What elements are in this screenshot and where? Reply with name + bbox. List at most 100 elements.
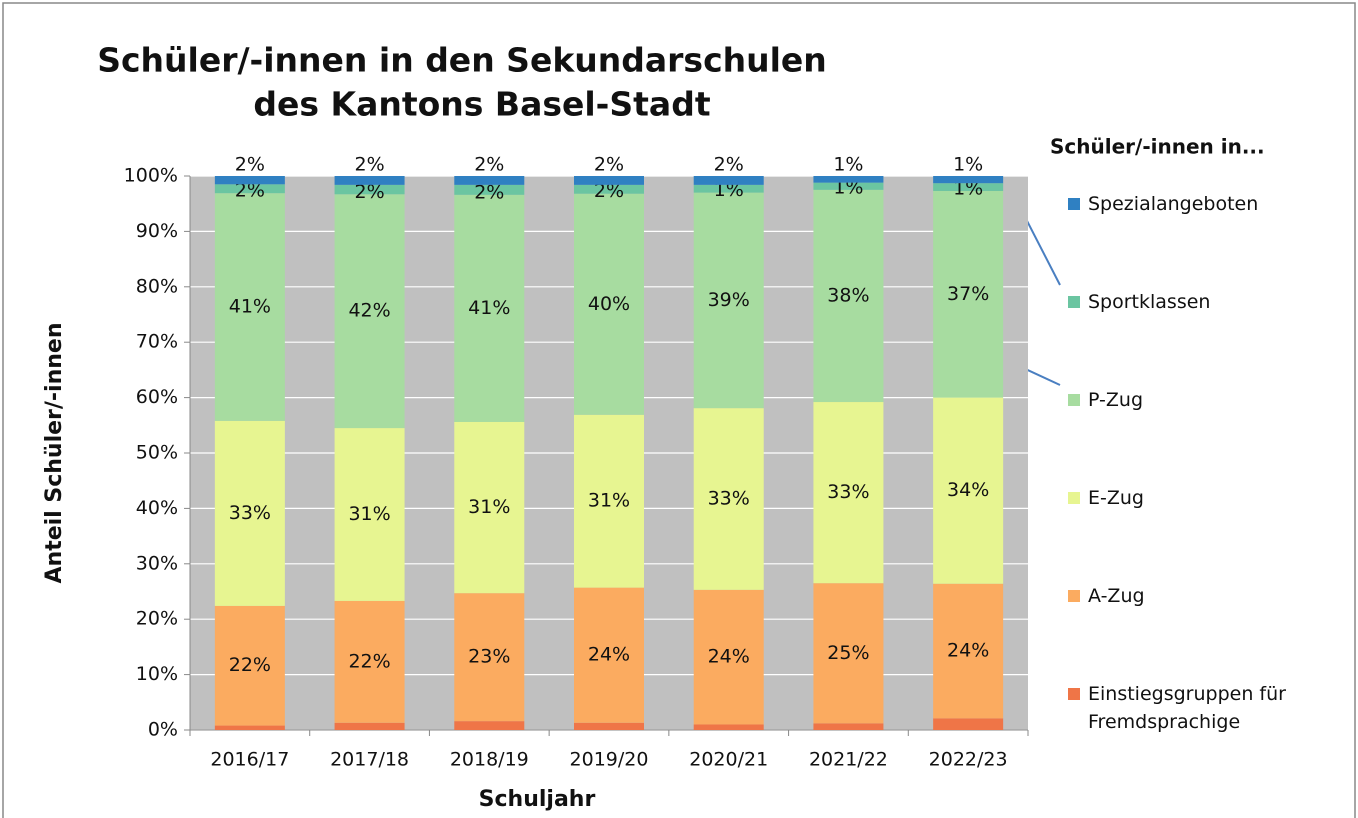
value-label: 37% — [947, 283, 989, 305]
legend-swatch — [1068, 590, 1080, 602]
x-tick-label: 2019/20 — [570, 749, 649, 771]
value-label: 39% — [708, 289, 750, 311]
bar-segment — [574, 587, 644, 723]
bar-segment — [693, 184, 764, 193]
y-tick-label: 30% — [136, 552, 178, 574]
x-axis-title: Schuljahr — [479, 787, 596, 812]
bar-segment — [214, 193, 285, 421]
y-axis-title: Anteil Schüler/-innen — [42, 322, 67, 583]
y-tick-label: 70% — [136, 331, 178, 353]
value-label: 34% — [947, 479, 989, 501]
value-label: 38% — [827, 284, 869, 306]
bar-segment — [334, 428, 405, 601]
legend-swatch — [1068, 688, 1080, 700]
x-tick-label: 2017/18 — [330, 749, 409, 771]
bar-segment — [693, 724, 764, 730]
value-label: 41% — [229, 296, 271, 318]
value-label: 2% — [354, 154, 384, 176]
legend-label: Einstiegsgruppen für Fremdsprachige — [1088, 683, 1286, 733]
value-label: 24% — [708, 646, 750, 668]
value-label: 2% — [474, 181, 504, 203]
bar-segment — [933, 718, 1004, 730]
bar-segment — [813, 189, 884, 403]
value-label: 25% — [827, 642, 869, 664]
bar-segment — [813, 402, 884, 584]
legend-entry: Spezialangeboten — [1068, 190, 1338, 218]
value-label: 2% — [235, 180, 265, 202]
bar-segment — [933, 183, 1004, 191]
bar-segment — [933, 397, 1004, 584]
bar-segment — [813, 583, 884, 724]
value-label: 33% — [708, 487, 750, 509]
x-tick-label: 2021/22 — [809, 749, 888, 771]
x-tick-label: 2016/17 — [210, 749, 289, 771]
y-tick-label: 80% — [136, 275, 178, 297]
bar-segment — [693, 408, 764, 590]
bar-segment — [933, 176, 1004, 184]
value-label: 24% — [588, 644, 630, 666]
bar-segment — [574, 184, 644, 194]
legend-swatch — [1068, 394, 1080, 406]
legend-label: E-Zug — [1088, 487, 1144, 509]
value-label: 2% — [474, 154, 504, 176]
bar-segment — [454, 421, 525, 594]
legend-swatch — [1068, 296, 1080, 308]
value-label: 1% — [953, 154, 983, 176]
bar-segment — [454, 176, 525, 185]
legend-swatch — [1068, 492, 1080, 504]
y-tick-label: 0% — [148, 719, 178, 741]
bar-segment — [214, 725, 285, 730]
y-tick-label: 50% — [136, 442, 178, 464]
bar-segment — [813, 723, 884, 730]
value-label: 24% — [947, 640, 989, 662]
value-label: 22% — [229, 654, 271, 676]
legend-label: P-Zug — [1088, 389, 1144, 411]
chart-title: Schüler/-innen in den Sekundarschulen — [97, 41, 827, 80]
bar-segment — [693, 192, 764, 409]
legend-label: Spezialangeboten — [1088, 193, 1259, 215]
bar-segment — [334, 184, 405, 195]
y-tick-label: 10% — [136, 663, 178, 685]
bar-segment — [813, 182, 884, 190]
value-label: 33% — [229, 502, 271, 524]
legend-title: Schüler/-innen in... — [1050, 135, 1265, 159]
value-label: 2% — [354, 181, 384, 203]
bar-segment — [214, 176, 285, 185]
value-label: 2% — [714, 154, 744, 176]
legend-entry: A-Zug — [1068, 582, 1338, 610]
bar-segment — [334, 600, 405, 723]
bar-segment — [214, 605, 285, 726]
legend-entry: P-Zug — [1068, 386, 1338, 414]
bar-segment — [933, 583, 1004, 719]
bar-segment — [454, 593, 525, 722]
value-label: 2% — [235, 154, 265, 176]
value-label: 23% — [468, 646, 510, 668]
x-tick-label: 2020/21 — [689, 749, 768, 771]
value-label: 40% — [588, 293, 630, 315]
bar-segment — [574, 193, 644, 415]
y-tick-label: 100% — [124, 165, 178, 187]
bar-segment — [214, 184, 285, 194]
x-tick-label: 2018/19 — [450, 749, 529, 771]
x-tick-label: 2022/23 — [929, 749, 1008, 771]
value-label: 31% — [468, 496, 510, 518]
bar-segment — [454, 194, 525, 422]
bar-segment — [813, 176, 884, 183]
legend-entry: E-Zug — [1068, 484, 1338, 512]
y-tick-label: 20% — [136, 608, 178, 630]
bar-segment — [334, 722, 405, 730]
bar-segment — [574, 414, 644, 588]
legend-entry: Sportklassen — [1068, 288, 1338, 316]
value-label: 2% — [594, 154, 624, 176]
value-label: 42% — [348, 300, 390, 322]
y-tick-label: 90% — [136, 220, 178, 242]
bar-segment — [454, 721, 525, 730]
bar-segment — [933, 190, 1004, 398]
value-label: 22% — [348, 650, 390, 672]
bar-segment — [574, 176, 644, 185]
bar-segment — [693, 589, 764, 725]
value-label: 1% — [833, 154, 863, 176]
